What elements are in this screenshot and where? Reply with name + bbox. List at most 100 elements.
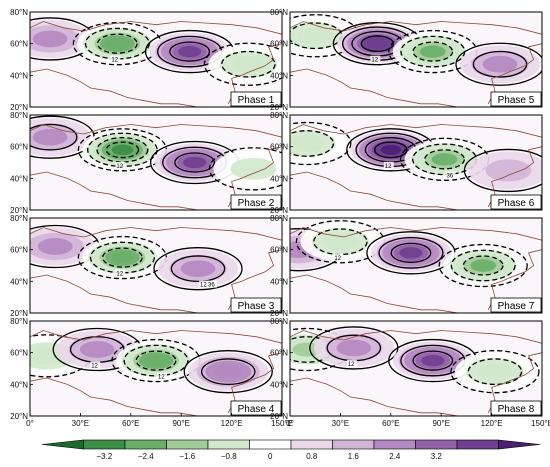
lon-tick-label: 60°E — [122, 419, 139, 428]
shading-band — [230, 157, 277, 180]
contour-label: 12 — [158, 375, 165, 381]
negative-contour — [96, 33, 138, 54]
contour-label: 12 — [348, 362, 355, 368]
shading-band — [30, 347, 65, 365]
colorbar-swatch — [456, 439, 499, 450]
shading-band — [182, 156, 207, 169]
lat-tick-label: 40°N — [270, 71, 288, 80]
shading-band — [420, 45, 446, 58]
contour-label-bg — [110, 55, 121, 63]
negative-contour — [101, 247, 143, 268]
lat-tick-label: 20°N — [270, 206, 288, 215]
shading-band — [110, 251, 135, 264]
shading-band — [180, 260, 216, 277]
phase-label: Phase 6 — [498, 198, 535, 209]
panel-5: 12 Phase 5 20°N 40°N 60°N 80°N — [270, 8, 543, 112]
lon-tick-label: 60°E — [382, 419, 399, 428]
positive-contour — [463, 148, 542, 193]
contour-label: 12 — [334, 256, 341, 262]
lat-tick-label: 60°N — [10, 143, 28, 152]
lon-tick-label: 90°E — [172, 419, 189, 428]
contour-label-bg — [90, 361, 101, 369]
coastline — [227, 352, 282, 413]
positive-contour — [30, 123, 78, 151]
coastline — [227, 43, 282, 104]
panel-field — [290, 115, 542, 210]
lat-tick-label: 80°N — [10, 111, 28, 120]
contour-label-bg — [370, 55, 381, 63]
coastline — [30, 274, 199, 313]
panel-field — [30, 12, 282, 107]
colorbar-tick-label: 1.6 — [348, 452, 360, 461]
phase-label: Phase 7 — [498, 301, 535, 312]
lat-tick-label: 20°N — [10, 309, 28, 318]
shading-band — [485, 159, 532, 182]
coastline — [487, 43, 542, 104]
lon-tick-label: 0° — [26, 419, 34, 428]
lat-tick-label: 80°N — [10, 8, 28, 17]
panel-field — [290, 321, 542, 416]
colorbar-swatch — [373, 439, 416, 450]
lat-tick-label: 40°N — [10, 380, 28, 389]
lat-tick-label: 60°N — [270, 246, 288, 255]
negative-contour — [290, 130, 335, 157]
negative-contour — [105, 141, 140, 159]
coastline — [290, 330, 542, 344]
contour-label-bg — [346, 359, 357, 367]
shading-band — [336, 339, 372, 357]
phase-label: Phase 5 — [498, 95, 535, 106]
lat-tick-label: 20°N — [10, 412, 28, 421]
lon-tick-label: 120°E — [481, 419, 503, 428]
positive-contour — [153, 247, 243, 291]
lat-tick-label: 20°N — [10, 103, 28, 112]
coastline — [30, 330, 282, 344]
coastline — [290, 124, 542, 138]
shading-band — [482, 55, 518, 73]
contour-label: 12 — [200, 283, 207, 289]
coastline — [487, 249, 542, 310]
panel-field — [290, 12, 542, 107]
phase-label: Phase 3 — [238, 301, 275, 312]
coastline — [290, 68, 459, 107]
panel-frame — [29, 320, 283, 417]
phase-label-box — [230, 91, 282, 107]
negative-contour — [467, 358, 523, 386]
positive-contour — [378, 236, 444, 269]
negative-contour — [313, 228, 368, 256]
lat-tick-label: 40°N — [270, 277, 288, 286]
phase-label: Phase 4 — [238, 404, 275, 415]
lat-tick-label: 60°N — [270, 40, 288, 49]
lat-tick-label: 20°N — [270, 103, 288, 112]
positive-contour — [169, 41, 211, 62]
coastline — [487, 352, 542, 413]
phase-label-box — [230, 194, 282, 210]
coastline — [290, 21, 542, 35]
positive-contour — [390, 242, 432, 263]
coastline — [290, 377, 459, 416]
lat-tick-label: 80°N — [10, 317, 28, 326]
shading-band — [32, 128, 68, 146]
phase-label: Phase 2 — [238, 198, 275, 209]
shading-band — [421, 354, 445, 367]
shading-band — [111, 144, 134, 156]
colorbar-tick-label: −1.6 — [179, 452, 195, 461]
colorbar-tick-label: 3.2 — [431, 452, 443, 461]
lat-tick-label: 60°N — [10, 40, 28, 49]
contour-label-bg — [333, 253, 344, 261]
coastline — [487, 146, 542, 207]
negative-contour — [438, 243, 528, 288]
shading-band — [431, 153, 458, 166]
colorbar-swatch — [249, 439, 292, 450]
coastline — [30, 124, 282, 138]
contour-label-bg — [207, 280, 217, 288]
contour-label: 12 — [116, 164, 123, 170]
contour-label-bg — [445, 171, 456, 179]
panel-field — [30, 321, 282, 416]
shading-band — [32, 30, 68, 48]
lat-tick-label: 60°N — [10, 246, 28, 255]
colorbar-swatch — [332, 439, 375, 450]
colorbar-tick-label: 0.8 — [306, 452, 318, 461]
colorbar-swatch — [207, 439, 250, 450]
negative-contour — [203, 42, 282, 86]
